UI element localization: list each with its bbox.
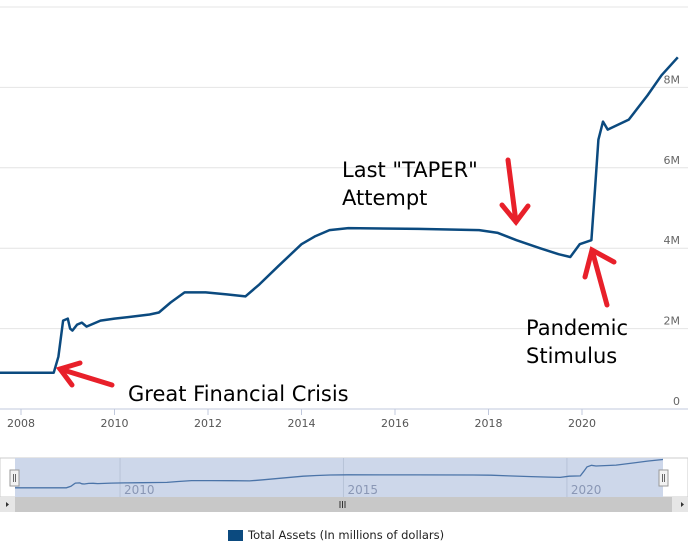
annotation-pandemic: Pandemic Stimulus <box>526 246 628 368</box>
navigator[interactable]: 2010 2015 2020 <box>0 457 688 498</box>
navigator-selected-range <box>15 458 663 497</box>
y-tick-label: 8M <box>664 73 681 86</box>
scroll-left-icon <box>6 502 9 507</box>
y-tick-label: 6M <box>664 154 681 167</box>
red-arrow-icon <box>499 157 531 227</box>
navigator-tick-label: 2020 <box>571 483 602 497</box>
annotation-pandemic-line1: Pandemic <box>526 316 628 340</box>
x-tick-label: 2016 <box>381 417 409 430</box>
x-tick-label: 2018 <box>475 417 503 430</box>
annotation-taper-line1: Last "TAPER" <box>342 158 478 182</box>
y-tick-label: 4M <box>664 234 681 247</box>
scroll-right-icon <box>681 502 684 507</box>
scrollbar-grip-icon <box>339 501 346 508</box>
annotation-taper-line2: Attempt <box>342 186 427 210</box>
annotation-pandemic-line2: Stimulus <box>526 344 617 368</box>
legend-swatch <box>228 529 243 541</box>
y-tick-label: 2M <box>664 315 681 328</box>
x-tick-label: 2014 <box>288 417 316 430</box>
y-tick-label: 0 <box>673 395 680 408</box>
x-tick-label: 2008 <box>7 417 35 430</box>
navigator-tick-label: 2015 <box>347 483 378 497</box>
annotation-taper: Last "TAPER" Attempt <box>342 157 531 227</box>
series-line-total-assets <box>0 56 679 375</box>
navigator-series-line <box>15 458 664 489</box>
annotation-gfc: Great Financial Crisis <box>55 360 349 406</box>
navigator-handle-right[interactable] <box>658 469 669 487</box>
navigator-tick-label: 2010 <box>124 483 155 497</box>
legend-label: Total Assets (In millions of dollars) <box>248 528 445 542</box>
red-arrow-icon <box>582 246 617 308</box>
y-axis-ticks: 0 2M 4M 6M 8M <box>664 73 681 408</box>
x-tick-label: 2020 <box>568 417 596 430</box>
x-tick-label: 2010 <box>101 417 129 430</box>
red-arrow-icon <box>55 360 115 388</box>
scrollbar-thumb <box>15 497 672 512</box>
annotation-gfc-text: Great Financial Crisis <box>128 382 349 406</box>
legend-item-total-assets[interactable]: Total Assets (In millions of dollars) <box>228 528 444 542</box>
x-axis-ticks: 2008 2010 2012 2014 2016 2018 2020 <box>7 409 596 430</box>
gridlines <box>0 6 688 330</box>
navigator-handle-left[interactable] <box>9 469 20 487</box>
scrollbar[interactable] <box>0 497 688 512</box>
x-tick-label: 2012 <box>194 417 222 430</box>
